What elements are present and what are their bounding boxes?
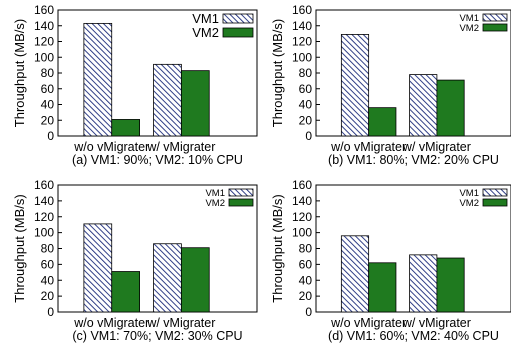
y-tick-label: 20 <box>41 113 55 127</box>
y-tick-label: 60 <box>299 257 313 271</box>
y-tick-label: 0 <box>305 129 312 143</box>
bar-vm2-with <box>180 70 210 137</box>
bar-vm1-without <box>83 22 113 137</box>
y-tick-label: 40 <box>299 273 313 287</box>
y-tick-label: 0 <box>305 305 312 319</box>
legend-swatch-vm2 <box>482 23 508 32</box>
panel-caption: (a) VM1: 90%; VM2: 10% CPU <box>72 153 243 167</box>
y-tick-label: 60 <box>299 82 313 96</box>
y-tick-label: 80 <box>299 66 313 80</box>
bar-vm1-without <box>340 235 370 313</box>
y-tick-label: 120 <box>292 35 312 49</box>
bar-vm2-without <box>368 262 397 313</box>
bar-vm1-with <box>153 243 182 313</box>
x-category-label: w/o vMigrater <box>330 140 406 154</box>
y-tick-label: 60 <box>41 82 55 96</box>
y-tick-label: 20 <box>299 113 313 127</box>
y-tick-label: 0 <box>47 129 54 143</box>
y-tick-label: 120 <box>34 35 54 49</box>
legend-label-vm2: VM2 <box>459 23 479 34</box>
x-category-label: w/ vMigrater <box>402 316 471 330</box>
y-tick-label: 0 <box>47 305 54 319</box>
legend-label-vm1: VM1 <box>459 188 479 199</box>
y-tick-label: 100 <box>34 226 54 240</box>
bar-vm2-without <box>111 271 140 313</box>
y-tick-label: 160 <box>292 3 312 17</box>
bar-vm2-with <box>180 247 210 313</box>
y-tick-label: 100 <box>292 50 312 64</box>
y-tick-label: 160 <box>34 3 54 17</box>
bar-vm1-with <box>409 254 438 313</box>
x-category-label: w/o vMigrater <box>73 140 149 154</box>
y-tick-label: 100 <box>292 226 312 240</box>
legend-swatch-vm2 <box>222 27 254 38</box>
y-tick-label: 80 <box>299 242 313 256</box>
y-tick-label: 160 <box>292 178 312 192</box>
y-axis-label: Throughput (MB/s) <box>12 19 27 127</box>
legend-swatch-vm1 <box>228 188 254 197</box>
y-axis-label: Throughput (MB/s) <box>270 19 285 127</box>
legend-label-vm1: VM1 <box>192 11 219 26</box>
y-tick-label: 140 <box>292 19 312 33</box>
x-category-label: w/ vMigrater <box>402 140 471 154</box>
y-tick-label: 80 <box>41 66 55 80</box>
y-tick-label: 60 <box>41 257 55 271</box>
y-tick-label: 40 <box>41 273 55 287</box>
bar-vm2-with <box>436 79 465 137</box>
legend-swatch-vm1 <box>482 188 508 197</box>
bar-vm2-with <box>436 257 465 313</box>
bar-vm1-with <box>409 74 438 137</box>
y-tick-label: 120 <box>34 210 54 224</box>
x-category-label: w/o vMigrater <box>330 316 406 330</box>
bar-vm2-without <box>368 107 397 137</box>
panel-caption: (b) VM1: 80%; VM2: 20% CPU <box>328 153 499 167</box>
y-tick-label: 100 <box>34 50 54 64</box>
legend-label-vm2: VM2 <box>459 198 479 209</box>
y-tick-label: 40 <box>41 98 55 112</box>
legend-swatch-vm2 <box>228 198 254 207</box>
y-tick-label: 120 <box>292 210 312 224</box>
y-tick-label: 40 <box>299 98 313 112</box>
legend-label-vm1: VM1 <box>459 13 479 24</box>
y-tick-label: 160 <box>34 178 54 192</box>
panel-caption: (c) VM1: 70%; VM2: 30% CPU <box>72 329 242 343</box>
x-category-label: w/ vMigrater <box>146 140 215 154</box>
y-tick-label: 140 <box>34 194 54 208</box>
bar-vm2-without <box>111 119 140 137</box>
bar-vm1-without <box>340 34 370 137</box>
x-category-label: w/ vMigrater <box>146 316 215 330</box>
y-tick-label: 20 <box>299 289 313 303</box>
y-tick-label: 140 <box>34 19 54 33</box>
legend-swatch-vm2 <box>482 198 508 207</box>
panel-caption: (d) VM1: 60%; VM2: 40% CPU <box>328 329 499 343</box>
bar-vm1-with <box>153 63 182 137</box>
bar-vm1-without <box>83 223 113 313</box>
y-tick-label: 80 <box>41 242 55 256</box>
y-axis-label: Throughput (MB/s) <box>270 194 285 302</box>
legend-label-vm2: VM2 <box>192 25 219 40</box>
y-tick-label: 140 <box>292 194 312 208</box>
legend-label-vm1: VM1 <box>205 188 225 199</box>
legend-swatch-vm1 <box>482 13 508 22</box>
x-category-label: w/o vMigrater <box>73 316 149 330</box>
legend-swatch-vm1 <box>222 13 254 24</box>
legend-label-vm2: VM2 <box>205 198 225 209</box>
y-axis-label: Throughput (MB/s) <box>12 194 27 302</box>
y-tick-label: 20 <box>41 289 55 303</box>
